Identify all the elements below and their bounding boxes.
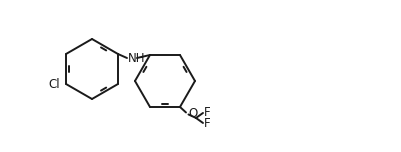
Text: F: F: [204, 106, 211, 119]
Text: F: F: [204, 117, 211, 130]
Text: Cl: Cl: [49, 78, 60, 90]
Text: NH: NH: [128, 52, 146, 66]
Text: O: O: [188, 107, 197, 121]
